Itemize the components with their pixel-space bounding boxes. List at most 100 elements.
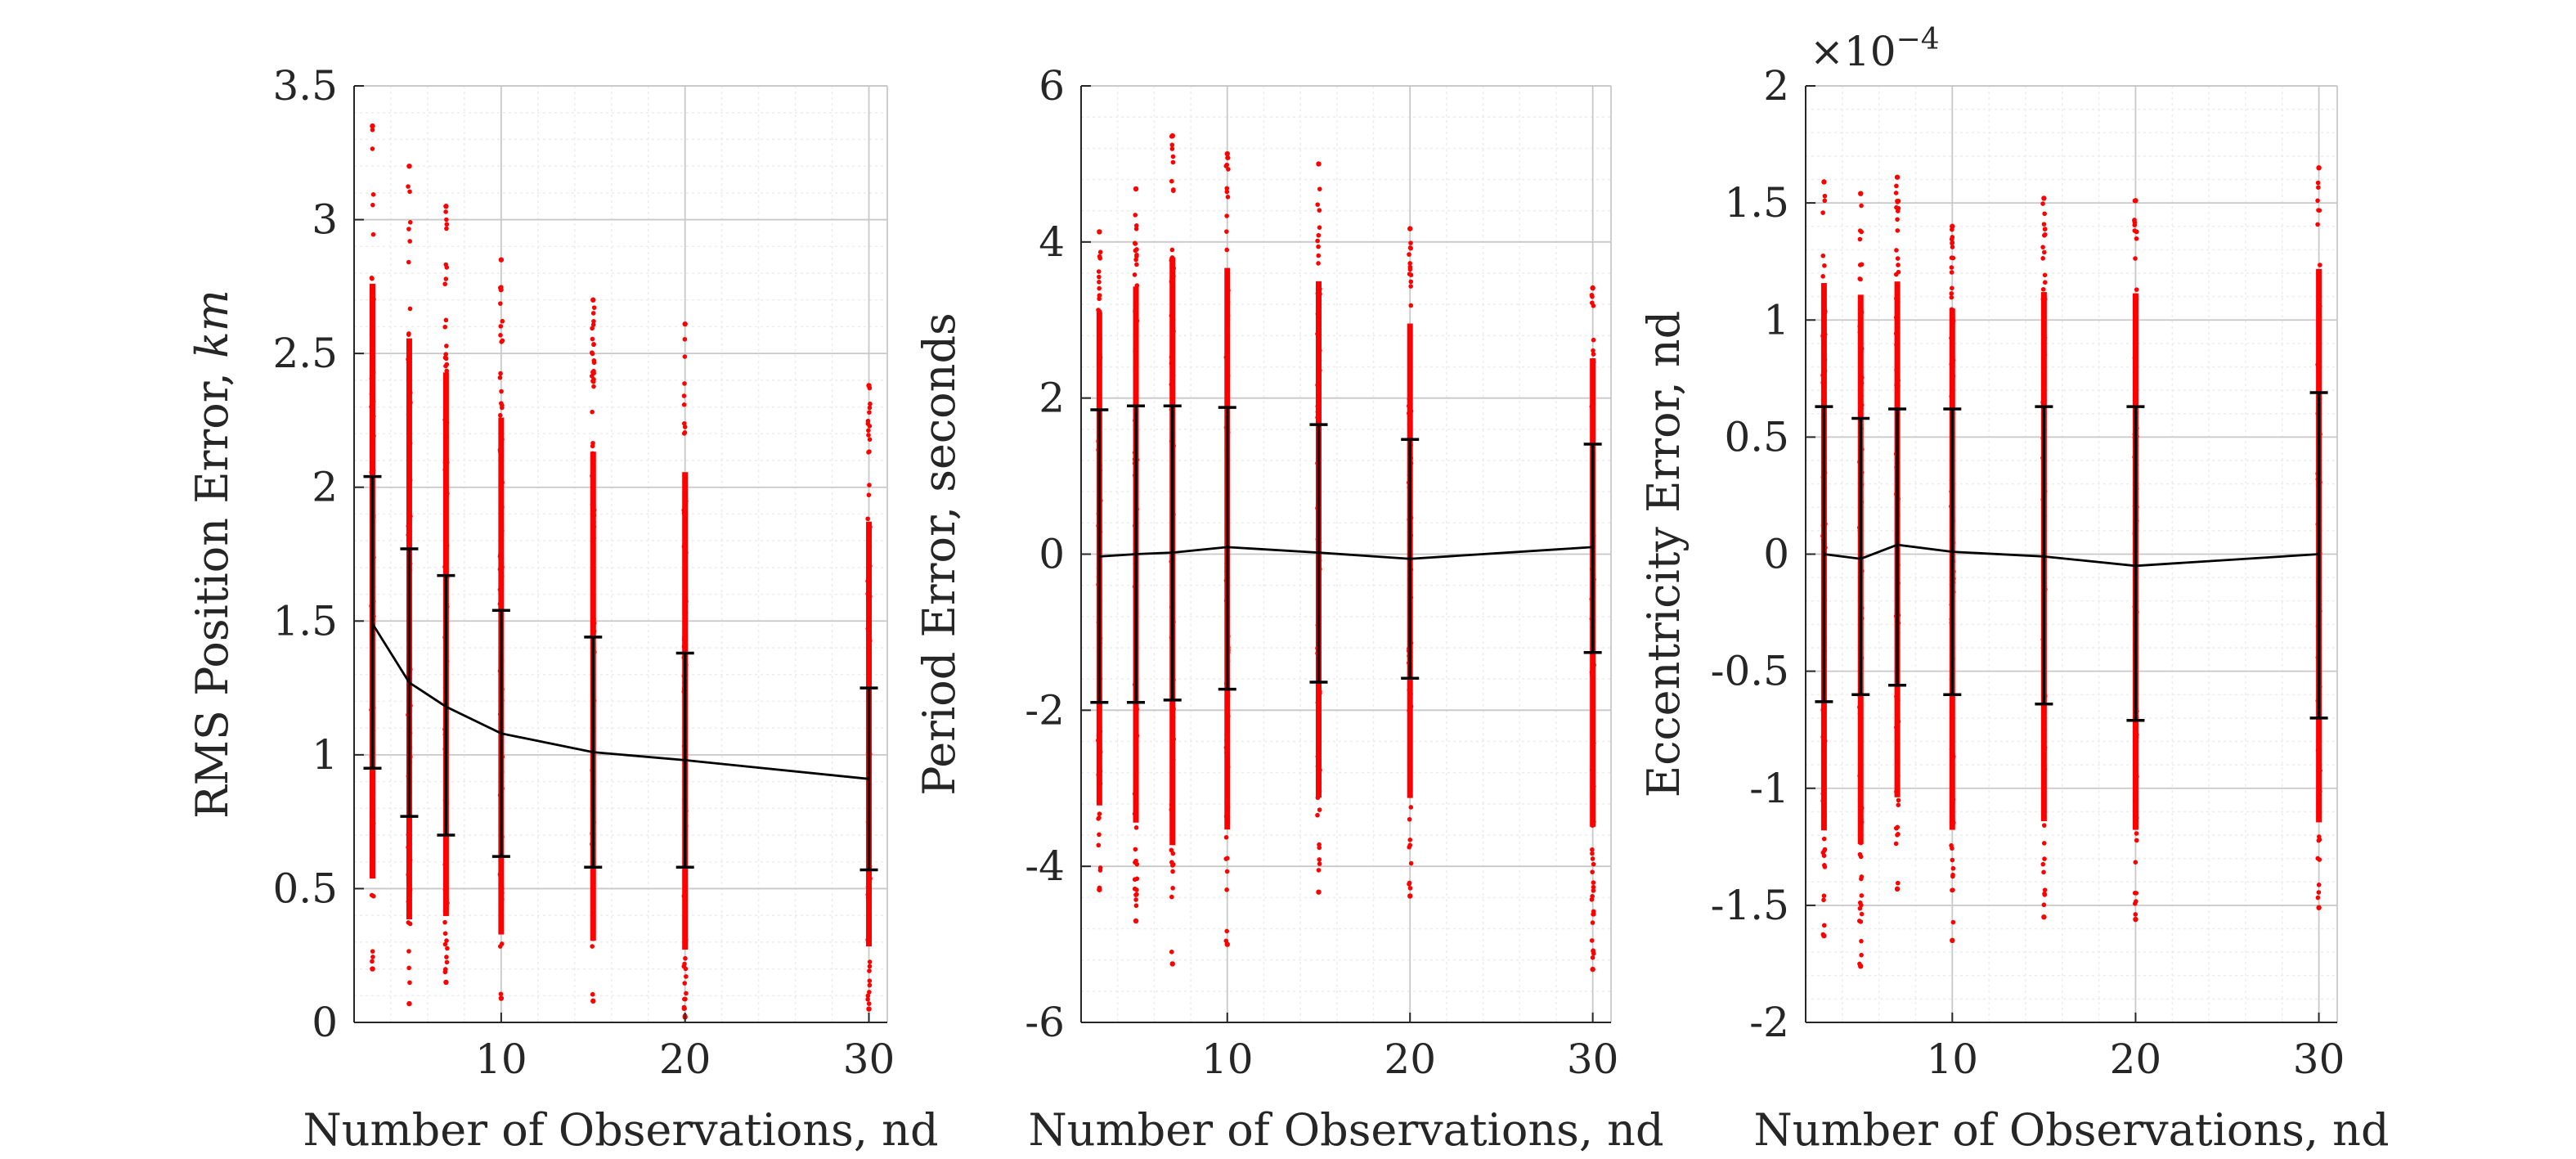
scatter-point (1223, 938, 1229, 944)
scatter-point (1590, 810, 1595, 815)
scatter-point (1226, 167, 1231, 172)
y-tick-label: -6 (1025, 999, 1065, 1046)
scatter-point (681, 402, 687, 407)
scatter-point (866, 428, 871, 434)
scatter-point (1820, 798, 1825, 804)
scatter-point (407, 921, 413, 927)
scatter-point (1590, 300, 1595, 306)
scatter-point (499, 918, 505, 923)
scatter-point (1950, 919, 1956, 925)
scatter-point (2042, 766, 2048, 772)
y-tick-label: 0 (312, 999, 338, 1046)
minor-grid (1805, 86, 2337, 1022)
scatter-point (865, 993, 871, 999)
scatter-point (2042, 745, 2048, 750)
scatter-point (1097, 293, 1102, 298)
scatter-point (868, 524, 873, 530)
scatter-point (682, 981, 688, 986)
scatter-point-max (1590, 285, 1595, 291)
scatter-point (865, 626, 871, 631)
scatter-point (1407, 397, 1412, 402)
y-tick-label: -0.5 (1711, 648, 1789, 695)
scatter-point (591, 384, 596, 389)
scatter-point (1133, 309, 1138, 315)
scatter-point (406, 259, 411, 265)
chart-panel-period: 10 20 30 -6 -4 -2 0 2 4 6 Number of Observations,… (913, 62, 1664, 1156)
scatter-point (1225, 805, 1231, 810)
scatter-point-max (590, 297, 596, 303)
scatter-point (1171, 266, 1176, 271)
scatter-point (1591, 393, 1596, 398)
scatter-point (500, 896, 505, 902)
scatter-point (500, 338, 505, 344)
scatter-point (1893, 330, 1899, 336)
scatter-point (1224, 310, 1230, 315)
scatter-point (682, 336, 688, 342)
scatter-point (406, 818, 412, 824)
scatter-point (1589, 938, 1595, 943)
scatter-point (1225, 714, 1231, 720)
scatter-point (1132, 811, 1138, 816)
scatter-point (590, 492, 595, 498)
scatter-point (1225, 354, 1230, 360)
scatter-point (867, 968, 872, 973)
scatter-point (681, 420, 687, 426)
scatter-point (500, 890, 505, 896)
scatter-point (1097, 369, 1102, 374)
scatter-point (2315, 362, 2320, 367)
scatter-point (1822, 863, 1827, 868)
scatter-point (498, 332, 503, 338)
scatter-point (1133, 825, 1139, 830)
scatter-point (1171, 707, 1176, 712)
scatter-point (2042, 891, 2047, 896)
scatter-point (591, 342, 596, 347)
scatter-point (1895, 730, 1901, 734)
scatter-point (500, 505, 505, 510)
scatter-point (1316, 365, 1322, 370)
scatter-point (1408, 408, 1414, 414)
scatter-point (590, 473, 595, 478)
y-tick-label: -1.5 (1711, 882, 1789, 929)
scatter-point (2317, 315, 2322, 321)
scatter-point (1316, 335, 1321, 340)
scatter-point (1894, 768, 1900, 774)
scatter-point (1591, 362, 1595, 368)
scatter-point (1590, 847, 1595, 852)
scatter-point (443, 276, 449, 281)
scatter-point (591, 628, 597, 634)
scatter-point (590, 937, 596, 941)
scatter-point (1822, 193, 1828, 199)
scatter-point (1169, 386, 1175, 392)
scatter-point (1857, 711, 1863, 717)
scatter-point (867, 978, 873, 983)
scatter-point (1315, 409, 1321, 415)
scatter-point (1859, 393, 1864, 398)
scatter-point (1950, 874, 1955, 879)
scatter-point (2134, 734, 2139, 740)
scatter-point (1097, 885, 1102, 891)
scatter-point (443, 209, 448, 214)
scatter-point (369, 331, 375, 336)
scatter-point (2316, 757, 2322, 763)
scatter-point (590, 451, 595, 456)
scatter-point (1950, 357, 1956, 363)
scatter-point (1857, 263, 1863, 267)
scatter-point (1893, 315, 1899, 320)
scatter-point (1590, 398, 1595, 404)
scatter-point (1950, 820, 1956, 825)
scatter-point-max (1097, 229, 1102, 235)
scatter-point (591, 513, 597, 518)
scatter-point (1225, 694, 1231, 699)
y-tick-label: 2 (1763, 62, 1789, 110)
scatter-point-max (370, 123, 375, 129)
scatter-point (1133, 332, 1138, 337)
scatter-point (1407, 842, 1412, 848)
scatter-point (1315, 382, 1320, 388)
scatter-point (407, 239, 412, 244)
scatter-point (1859, 893, 1865, 898)
scatter-point (683, 937, 689, 943)
scatter-point (1407, 348, 1412, 353)
scatter-point (1895, 403, 1901, 408)
scatter-point (681, 644, 687, 649)
